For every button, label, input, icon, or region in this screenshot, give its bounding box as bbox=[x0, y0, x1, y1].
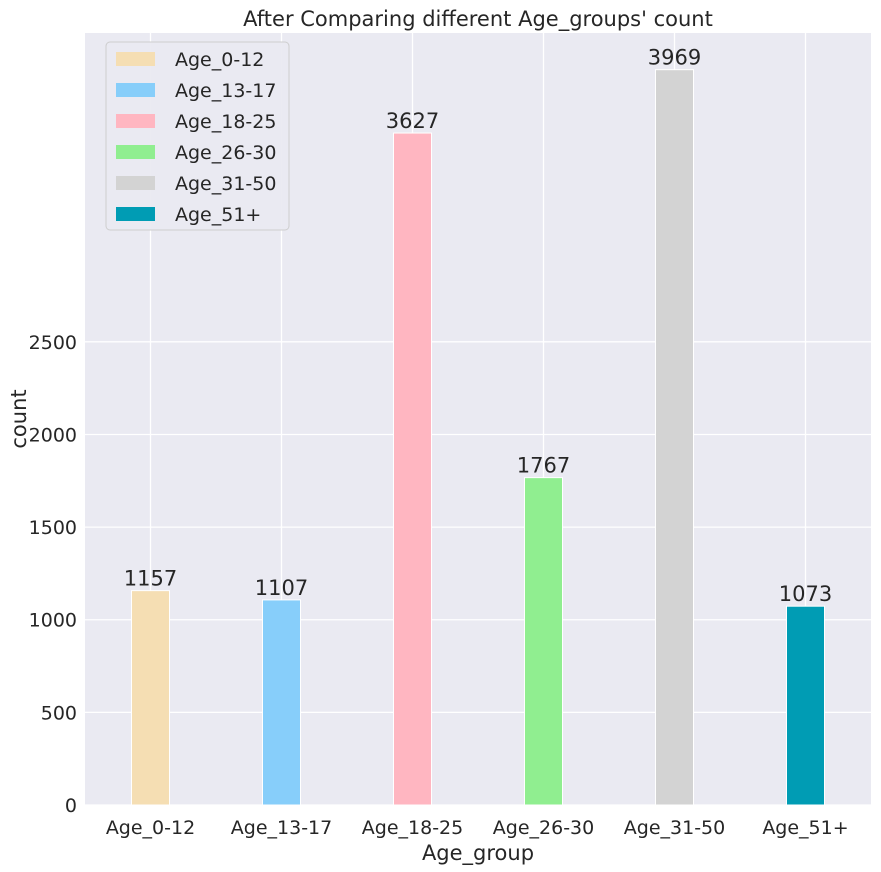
data-label: 3969 bbox=[648, 46, 701, 70]
legend-label: Age_13-17 bbox=[175, 80, 276, 102]
bars bbox=[131, 69, 825, 806]
x-tick-label: Age_18-25 bbox=[362, 817, 463, 839]
y-axis-label: count bbox=[7, 389, 31, 448]
y-tick-label: 500 bbox=[41, 702, 77, 724]
legend-label: Age_0-12 bbox=[175, 49, 264, 71]
legend-swatch bbox=[116, 114, 155, 128]
x-tick-label: Age_51+ bbox=[762, 817, 848, 839]
y-tick-label: 0 bbox=[65, 795, 77, 817]
data-label: 3627 bbox=[386, 109, 439, 133]
data-label: 1767 bbox=[517, 454, 570, 478]
x-tick-label: Age_13-17 bbox=[231, 817, 332, 839]
y-tick-label: 2500 bbox=[29, 332, 77, 354]
bar bbox=[786, 605, 825, 806]
legend-label: Age_18-25 bbox=[175, 111, 276, 133]
legend-swatch bbox=[116, 207, 155, 221]
bar bbox=[524, 477, 563, 806]
legend-label: Age_31-50 bbox=[175, 173, 276, 195]
legend-label: Age_26-30 bbox=[175, 142, 276, 164]
x-axis-label: Age_group bbox=[422, 841, 534, 866]
y-tick-labels: 0 500 1000 1500 2000 2500 bbox=[29, 332, 77, 817]
x-tick-label: Age_0-12 bbox=[106, 817, 195, 839]
bar bbox=[655, 69, 694, 806]
data-label: 1073 bbox=[779, 582, 832, 606]
legend-swatch bbox=[116, 52, 155, 66]
legend-swatch bbox=[116, 176, 155, 190]
bar bbox=[262, 599, 301, 806]
legend-swatch bbox=[116, 145, 155, 159]
legend-swatch bbox=[116, 83, 155, 97]
legend: Age_0-12 Age_13-17 Age_18-25 Age_26-30 Age_3… bbox=[105, 41, 290, 231]
data-label: 1107 bbox=[255, 576, 308, 600]
y-tick-label: 1500 bbox=[29, 517, 77, 539]
bar bbox=[393, 132, 432, 806]
bar bbox=[131, 590, 170, 806]
x-tick-label: Age_31-50 bbox=[624, 817, 725, 839]
data-label: 1157 bbox=[124, 567, 177, 591]
x-tick-labels: Age_0-12 Age_13-17 Age_18-25 Age_26-30 Age_3… bbox=[106, 817, 849, 839]
chart-title: After Comparing different Age_groups' co… bbox=[243, 7, 713, 32]
x-tick-label: Age_26-30 bbox=[493, 817, 594, 839]
data-labels: 1157 1107 3627 1767 3969 1073 bbox=[124, 46, 832, 607]
y-tick-label: 2000 bbox=[29, 424, 77, 446]
y-tick-label: 1000 bbox=[29, 610, 77, 632]
legend-label: Age_51+ bbox=[175, 204, 261, 226]
